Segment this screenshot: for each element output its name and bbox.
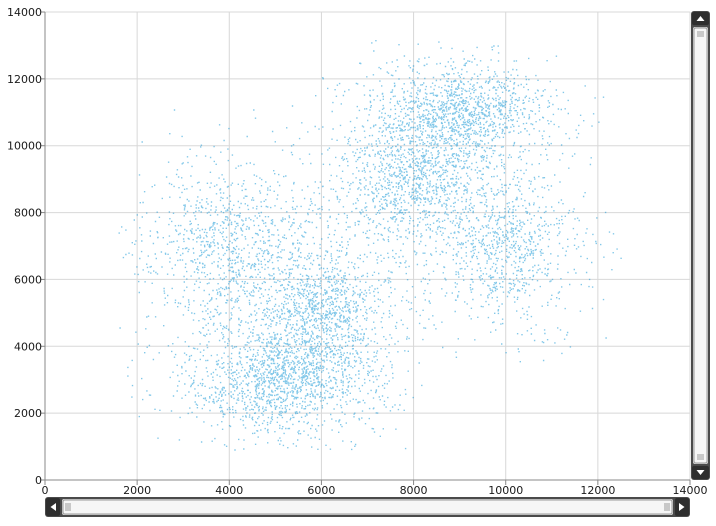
- vertical-scrollbar[interactable]: [691, 11, 710, 480]
- x-tick-label: 12000: [580, 484, 615, 497]
- y-tick-label: 6000: [14, 273, 42, 286]
- chevron-right-icon: [679, 503, 685, 511]
- horizontal-grip-icon: [65, 503, 670, 511]
- y-tick-label: 0: [35, 474, 42, 487]
- scatter-point-cloud: [118, 40, 622, 451]
- chevron-up-icon: [696, 16, 705, 21]
- vertical-scroll-thumb[interactable]: [693, 27, 708, 464]
- y-axis-ticks: 0 2000 4000 6000 8000 10000 12000 14000: [7, 6, 42, 487]
- x-tick-label: 14000: [673, 484, 708, 497]
- scatter-points: [118, 40, 622, 451]
- x-tick-label: 6000: [307, 484, 335, 497]
- x-axis-ticks: 0 2000 4000 6000 8000 10000 12000 14000: [42, 484, 708, 497]
- x-tick-label: 4000: [215, 484, 243, 497]
- axes: [41, 11, 691, 485]
- x-tick-label: 8000: [400, 484, 428, 497]
- y-tick-label: 14000: [7, 6, 42, 19]
- y-tick-label: 8000: [14, 207, 42, 220]
- y-tick-label: 12000: [7, 73, 42, 86]
- chevron-down-icon: [696, 470, 705, 475]
- horizontal-scroll-thumb[interactable]: [62, 499, 673, 515]
- y-tick-label: 10000: [7, 140, 42, 153]
- y-tick-label: 4000: [14, 340, 42, 353]
- grid: [45, 11, 691, 480]
- vertical-grip-icon: [697, 31, 704, 460]
- chevron-left-icon: [50, 503, 56, 511]
- x-tick-label: 10000: [488, 484, 523, 497]
- horizontal-scrollbar[interactable]: [45, 497, 690, 517]
- y-tick-label: 2000: [14, 407, 42, 420]
- x-tick-label: 2000: [123, 484, 151, 497]
- x-tick-label: 0: [42, 484, 49, 497]
